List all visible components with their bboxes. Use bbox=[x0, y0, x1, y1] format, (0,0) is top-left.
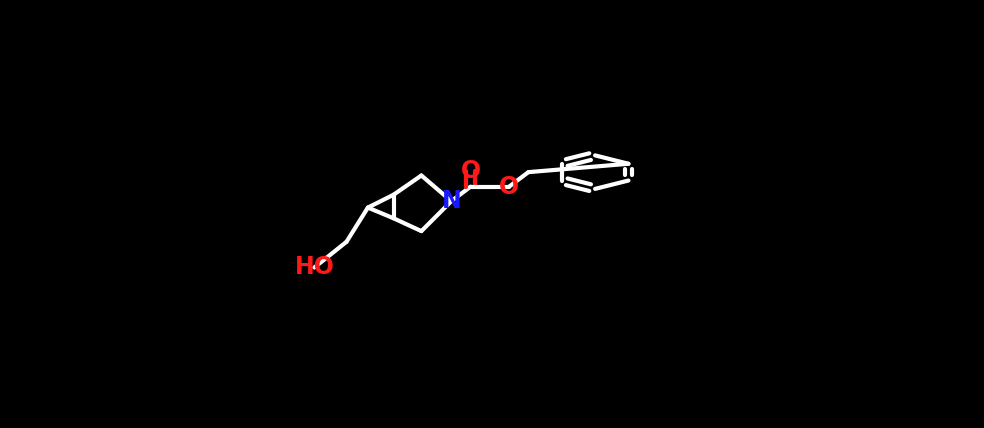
Text: N: N bbox=[442, 189, 461, 213]
Text: O: O bbox=[499, 175, 520, 199]
Text: O: O bbox=[461, 159, 480, 183]
Text: HO: HO bbox=[294, 256, 335, 279]
